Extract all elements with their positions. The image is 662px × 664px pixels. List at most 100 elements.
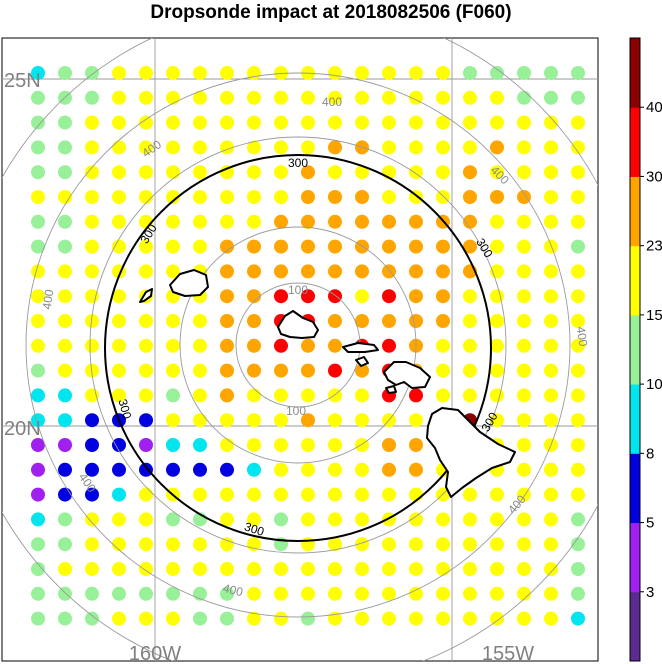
impact-dot [409,512,423,527]
impact-dot [166,90,180,105]
impact-dot [166,140,180,155]
impact-dot [31,611,45,626]
impact-dot [328,363,342,378]
impact-dot [328,289,342,304]
impact-dot [382,462,396,477]
impact-dot [220,438,234,452]
impact-dot [355,239,369,254]
impact-dot [247,512,261,527]
impact-dot [409,239,423,254]
impact-dot [571,363,585,378]
impact-dot [139,115,153,130]
impact-dot [490,66,504,80]
impact-dot [301,214,315,229]
impact-dot [85,140,99,155]
colorbar-label: 15 [646,307,662,324]
island-niihau [139,288,153,303]
impact-dot [328,413,342,428]
impact-dot [139,512,153,527]
impact-dot [166,190,180,204]
impact-dot [544,115,558,130]
impact-dot [166,314,180,328]
impact-dot [571,214,585,229]
impact-dot [490,239,504,254]
ring-label-100-bottom: 100 [286,404,306,418]
impact-dot [355,90,369,105]
impact-dot [85,289,99,304]
impact-dot [355,462,369,477]
impact-dot [85,264,99,279]
colorbar-segment [630,245,640,316]
impact-dot [409,413,423,428]
impact-dot [220,562,234,576]
impact-dot [436,388,450,403]
impact-dot [166,264,180,279]
impact-dot [301,140,315,155]
impact-dot [490,562,504,576]
impact-dot [193,140,207,155]
impact-dot [328,512,342,527]
impact-dot [139,388,153,403]
impact-dot [517,66,531,80]
impact-dot [247,462,261,477]
impact-dot [409,562,423,576]
impact-dot [85,165,99,180]
impact-dot [58,586,72,601]
impact-dot [139,66,153,80]
impact-dot [274,239,288,254]
impact-dot [139,363,153,378]
impact-dot [571,115,585,130]
impact-dot [112,562,126,576]
impact-dot [490,314,504,328]
impact-dot [409,214,423,229]
impact-dot [31,512,45,527]
colorbar-segment [630,453,640,524]
impact-dot [544,314,558,328]
impact-dot [490,214,504,229]
impact-dot [274,66,288,80]
impact-dot [274,115,288,130]
impact-dot [193,239,207,254]
impact-dot [112,487,126,502]
impact-dot [85,314,99,328]
impact-dot [58,512,72,527]
impact-dot [220,611,234,626]
island-molokai [342,342,379,353]
impact-dot [58,537,72,552]
impact-dot [463,239,477,254]
impact-dot [463,66,477,80]
impact-dot [436,338,450,353]
impact-dot [274,562,288,576]
island-kauai [169,269,209,297]
impact-dot [85,611,99,626]
impact-dot [517,462,531,477]
impact-dot [301,338,315,353]
impact-dot [58,388,72,403]
impact-dot [571,165,585,180]
impact-dot [193,413,207,428]
impact-dot [166,338,180,353]
impact-dot [517,338,531,353]
impact-dot [517,438,531,452]
impact-dot [112,140,126,155]
impact-dot [571,562,585,576]
impact-dot [436,611,450,626]
impact-dot [31,214,45,229]
impact-dot [355,586,369,601]
ring-300 [104,154,492,542]
colorbar-label: 30 [646,168,662,185]
impact-dot [139,586,153,601]
impact-dot [490,338,504,353]
impact-dot [544,413,558,428]
impact-dot [517,388,531,403]
impact-dot [301,438,315,452]
impact-dot [355,363,369,378]
impact-dot [436,537,450,552]
impact-dot [571,487,585,502]
impact-dot [301,165,315,180]
impact-dot [328,537,342,552]
ring-200 [89,136,507,554]
impact-dot [436,289,450,304]
impact-dot [193,537,207,552]
colorbar-label: 5 [646,515,654,532]
